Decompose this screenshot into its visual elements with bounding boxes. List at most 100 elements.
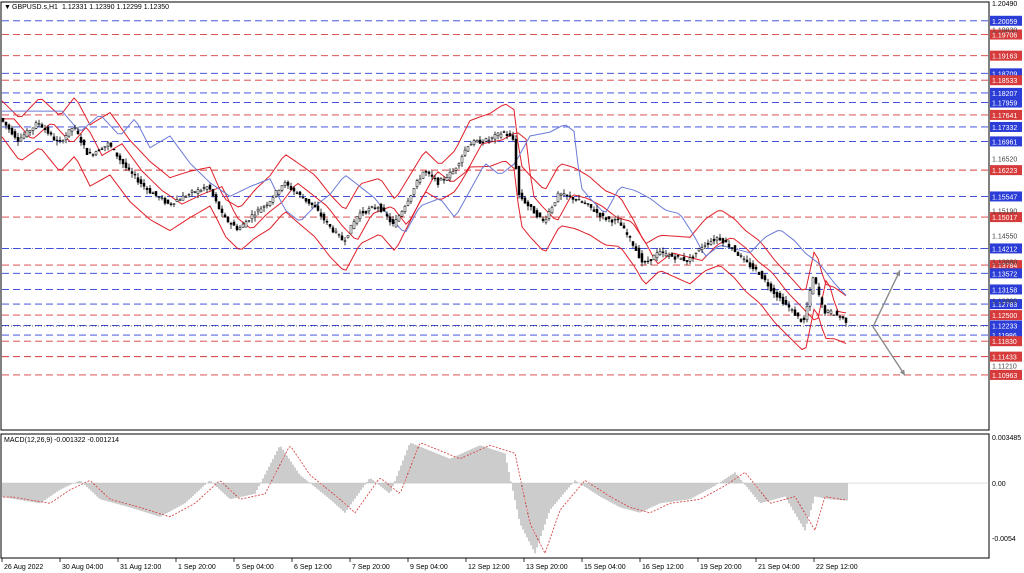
candle-body <box>811 277 815 295</box>
candle-body <box>745 259 749 263</box>
time-label-10: 15 Sep 04:00 <box>584 564 626 571</box>
candle-body <box>43 127 47 130</box>
candle-body <box>547 211 551 219</box>
candle-body <box>538 212 542 218</box>
symbol-dropdown-icon[interactable]: ▼ <box>4 4 11 11</box>
candle-body <box>754 266 758 270</box>
candle-body <box>589 204 593 208</box>
candle-body <box>658 251 662 255</box>
candle-body <box>586 203 590 205</box>
candle-body <box>52 136 56 141</box>
candle-body <box>607 216 611 219</box>
candle-body <box>637 247 641 259</box>
candle-body <box>7 124 11 130</box>
candle-body <box>529 204 533 207</box>
candle-body <box>139 179 143 184</box>
candle-body <box>625 232 629 235</box>
candle-body <box>16 137 20 142</box>
time-label-11: 16 Sep 12:00 <box>642 564 684 571</box>
band-upper <box>1 97 847 297</box>
price-tick-1: 1.16520 <box>992 157 1017 164</box>
price-tick-5: 1.12880 <box>992 298 1017 305</box>
candle-body <box>217 201 221 210</box>
level-label-5: 1.18207 <box>992 91 1017 98</box>
level-label-21: 1.11830 <box>992 339 1017 346</box>
candle-body <box>706 242 710 245</box>
candle-body <box>358 212 362 220</box>
candle-body <box>382 207 386 212</box>
candle-body <box>472 140 476 145</box>
candle-body <box>313 204 317 208</box>
candle-body <box>385 213 389 217</box>
candle-body <box>421 171 425 179</box>
candle-body <box>631 241 635 246</box>
candle-body <box>733 245 737 252</box>
candle-body <box>37 123 41 125</box>
candle-body <box>94 151 98 156</box>
level-label-14: 1.13784 <box>992 263 1017 270</box>
candle-body <box>229 223 233 225</box>
candle-body <box>487 139 491 142</box>
candle-body <box>148 188 152 194</box>
candle-body <box>592 209 596 212</box>
level-tag-3 <box>990 68 1022 79</box>
candle-body <box>415 180 419 187</box>
candle-body <box>157 196 161 198</box>
candle-body <box>373 207 377 209</box>
candle-body <box>271 197 275 203</box>
level-tag-18 <box>990 310 1022 321</box>
candle-body <box>556 192 560 203</box>
candle-body <box>58 139 62 142</box>
candle-body <box>247 220 251 222</box>
candle-body <box>793 309 797 316</box>
candle-body <box>643 261 647 263</box>
candle-body <box>418 178 422 183</box>
time-axis: 26 Aug 2022 30 Aug 04:00 31 Aug 12:00 1 Sep… <box>1 558 858 571</box>
candle-body <box>757 272 761 275</box>
level-tag-11 <box>990 191 1022 202</box>
level-tag-6 <box>990 97 1022 108</box>
arrow-up <box>872 270 901 328</box>
candle-body <box>310 202 314 205</box>
candle-body <box>532 206 536 214</box>
candle-body <box>646 260 650 263</box>
candle-body <box>700 247 704 250</box>
level-label-18: 1.12500 <box>992 313 1017 320</box>
candle-body <box>478 139 482 144</box>
candle-body <box>394 219 398 228</box>
level-label-10: 1.16223 <box>992 168 1017 175</box>
candle-body <box>304 198 308 202</box>
candle-body <box>274 190 278 197</box>
candle-body <box>601 213 605 217</box>
candle-body <box>172 203 176 205</box>
candle-body <box>661 251 665 254</box>
candle-body <box>334 230 338 233</box>
candle-body <box>349 224 353 235</box>
candle-body <box>769 283 773 292</box>
candle-body <box>451 171 455 175</box>
level-tag-5 <box>990 87 1022 98</box>
candle-body <box>322 213 326 221</box>
level-label-9: 1.16961 <box>992 139 1017 146</box>
candle-body <box>439 178 443 181</box>
candle-body <box>511 135 515 140</box>
level-label-0: 1.20059 <box>992 19 1017 26</box>
time-label-14: 22 Sep 12:00 <box>816 564 858 571</box>
candle-body <box>190 190 194 193</box>
candle-body <box>187 193 191 196</box>
candle-body <box>784 299 788 305</box>
candle-body <box>703 245 707 247</box>
candle-body <box>298 191 302 195</box>
candle-body <box>682 256 686 261</box>
candle-body <box>748 262 752 268</box>
candle-body <box>193 191 197 193</box>
candle-body <box>796 312 800 317</box>
candle-body <box>286 181 290 186</box>
candle-body <box>424 171 428 173</box>
candle-body <box>844 317 848 323</box>
level-tag-21 <box>990 336 1022 347</box>
level-label-13: 1.14212 <box>992 246 1017 253</box>
level-tag-15 <box>990 268 1022 279</box>
price-tick-4: 1.13880 <box>992 259 1017 266</box>
